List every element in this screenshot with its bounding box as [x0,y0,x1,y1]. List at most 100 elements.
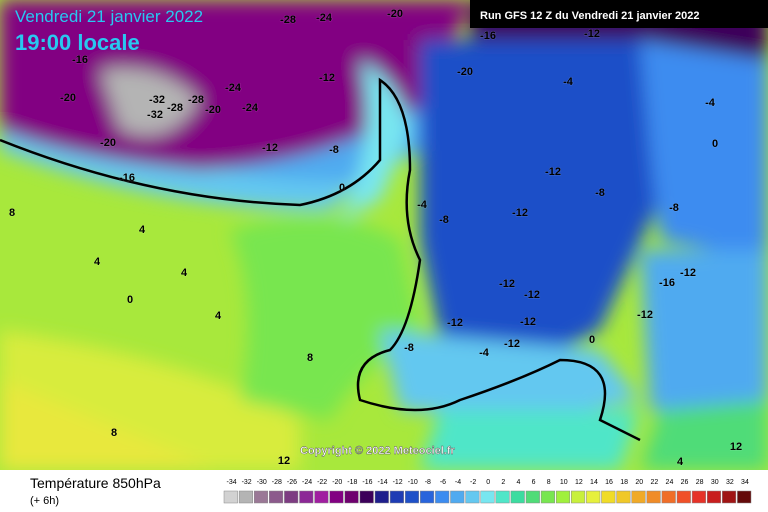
scale-swatch [329,490,344,504]
isotherm-label: -20 [205,104,221,116]
isotherm-label: -28 [188,94,204,106]
isotherm-label: -12 [637,309,653,321]
isotherm-label: 12 [278,455,290,467]
isotherm-label: -8 [329,144,339,156]
isotherm-label: -12 [512,207,528,219]
scale-swatch [676,490,691,504]
scale-label: -34 [226,479,236,486]
scale-swatch [299,490,314,504]
scale-label: 16 [605,479,613,486]
scale-swatch [601,490,616,504]
scale-label: -14 [377,479,387,486]
run-info: Run GFS 12 Z du Vendredi 21 janvier 2022 [480,10,699,22]
isotherm-label: -4 [705,97,716,109]
scale-label: -10 [408,479,418,486]
scale-swatch [389,490,404,504]
isotherm-label: -12 [504,338,520,350]
scale-label: 24 [666,479,674,486]
scale-swatch [404,490,420,504]
isotherm-label: -12 [524,289,540,301]
scale-swatch [586,490,601,504]
scale-label: -24 [302,479,312,486]
isotherm-label: 12 [730,441,742,453]
scale-label: -32 [242,479,252,486]
isotherm-label: -20 [60,92,76,104]
scale-swatch [314,490,329,504]
isotherm-label: 8 [111,427,117,439]
zero-isotherm [0,77,641,442]
scale-swatch [344,490,359,504]
isotherm-label: -8 [404,342,414,354]
isotherm-label: -4 [479,347,490,359]
scale-label: -30 [257,479,267,486]
isotherm-label: -12 [262,142,278,154]
isotherm-label: 0 [589,334,595,346]
isotherm-label: 4 [139,224,146,236]
color-scale: -34 -32 -30 -28 -26 -24 -22 -20 -18 -16 -14 -12 -10-… [223,479,752,504]
scale-label: -2 [470,479,476,486]
scale-label: 6 [532,479,536,486]
scale-swatch [616,490,631,504]
isotherm-label: -32 [147,109,163,121]
isotherm-label: 4 [677,456,684,468]
scale-label: 10 [560,479,568,486]
isotherm-label: -16 [659,277,675,289]
scale-label: -22 [317,479,327,486]
scale-swatch [269,490,284,504]
isotherm-label: -12 [499,278,515,290]
scale-label: 2 [501,479,505,486]
copyright: Copyright © 2022 Meteociel.fr [300,445,456,457]
isotherm-label: 4 [94,256,101,268]
scale-label: -26 [287,479,297,486]
isotherm-label: -12 [447,317,463,329]
scale-label: -6 [440,479,446,486]
scale-swatch [571,490,586,504]
scale-swatch [525,490,540,504]
isotherm-label: -24 [225,82,242,94]
scale-swatch [284,490,299,504]
legend-title: Température 850hPa [30,475,161,491]
isotherm-label: -16 [480,30,496,42]
scale-swatch [495,490,510,504]
scale-label: 32 [726,479,734,486]
scale-swatch [223,490,238,504]
legend-step: (+ 6h) [30,495,59,507]
scale-swatch [661,490,676,504]
isotherm-label: -28 [280,14,296,26]
scale-label: -4 [455,479,461,486]
scale-label: 20 [635,479,643,486]
isotherm-label: -32 [149,94,165,106]
isotherm-label: -20 [387,8,403,20]
scale-label: 34 [741,479,749,486]
isotherm-label: -20 [100,137,116,149]
scale-swatch [480,490,495,504]
scale-swatch [737,490,752,504]
scale-swatch [359,490,374,504]
scale-label: 22 [650,479,658,486]
scale-swatch [540,490,555,504]
isotherm-label: 8 [9,207,15,219]
isotherm-label: -16 [119,172,135,184]
isotherm-label: -28 [167,102,183,114]
isotherm-label: -4 [563,76,574,88]
isotherm-label: -16 [72,54,88,66]
scale-swatch [646,490,661,504]
scale-label: 28 [696,479,704,486]
scale-label: 8 [547,479,551,486]
isotherm-label: 4 [215,310,222,322]
isotherm-label: -20 [457,66,473,78]
isotherm-label: -24 [316,12,333,24]
isotherm-label: -8 [439,214,449,226]
scale-label: 30 [711,479,719,486]
scale-swatch [555,490,571,504]
scale-swatch [631,490,646,504]
scale-label: 4 [516,479,520,486]
scale-swatch [691,490,706,504]
scale-swatch [465,490,480,504]
scale-label: -12 [393,479,403,486]
isotherm-label: -8 [595,187,605,199]
isotherm-label: 0 [127,294,133,306]
isotherm-label: -12 [545,166,561,178]
scale-label: -16 [362,479,372,486]
